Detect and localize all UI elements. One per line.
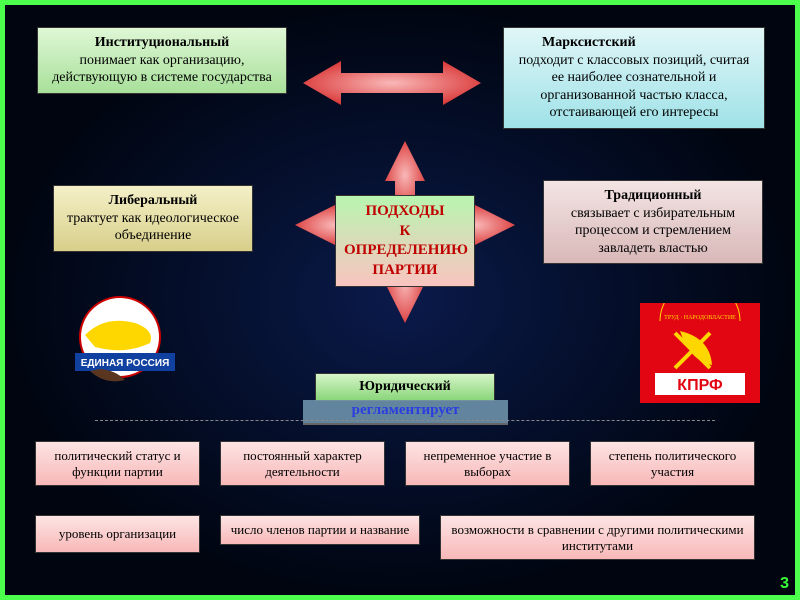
title-traditional: Традиционный xyxy=(552,187,754,205)
svg-text:КПРФ: КПРФ xyxy=(677,377,723,394)
center-l3: ПАРТИИ xyxy=(344,261,466,281)
box-marxist: Марксистский подходит с классовых позици… xyxy=(503,27,765,129)
body-traditional: связывает с избирательным процессом и ст… xyxy=(552,205,754,258)
title-marxist: Марксистский xyxy=(512,34,756,52)
bottom-box-0: политический статус и функции партии xyxy=(35,441,200,486)
box-institutional: Институциональный понимает как организац… xyxy=(37,27,287,94)
bottom-box-3: степень политического участия xyxy=(590,441,755,486)
legal-sub: регламентирует xyxy=(303,400,508,425)
bottom-box-5: число членов партии и название xyxy=(220,515,420,545)
svg-text:ЕДИНАЯ РОССИЯ: ЕДИНАЯ РОССИЯ xyxy=(81,358,170,369)
body-institutional: понимает как организацию, действующую в … xyxy=(46,52,278,87)
bottom-box-1: постоянный характер деятельности xyxy=(220,441,385,486)
body-liberal: трактует как идеологическое объединение xyxy=(62,210,244,245)
logo-kprf: ТРУД · НАРОДОВЛАСТИЕ КПРФ xyxy=(640,303,760,403)
page-number: 3 xyxy=(780,575,789,593)
bottom-box-4: уровень организации xyxy=(35,515,200,553)
bottom-box-6: возможности в сравнении с другими полити… xyxy=(440,515,755,560)
center-l1: ПОДХОДЫ xyxy=(344,202,466,222)
connector-line xyxy=(95,420,715,421)
body-marxist: подходит с классовых позиций, считая ее … xyxy=(512,52,756,122)
title-liberal: Либеральный xyxy=(62,192,244,210)
title-institutional: Институциональный xyxy=(46,34,278,52)
center-box: ПОДХОДЫ К ОПРЕДЕЛЕНИЮ ПАРТИИ xyxy=(335,195,475,287)
box-legal: Юридический xyxy=(315,373,495,401)
logo-united-russia: ЕДИНАЯ РОССИЯ xyxy=(65,295,185,390)
center-l2: К ОПРЕДЕЛЕНИЮ xyxy=(344,222,466,261)
box-liberal: Либеральный трактует как идеологическое … xyxy=(53,185,253,252)
svg-text:ТРУД · НАРОДОВЛАСТИЕ: ТРУД · НАРОДОВЛАСТИЕ xyxy=(664,315,736,321)
box-traditional: Традиционный связывает с избирательным п… xyxy=(543,180,763,264)
bottom-box-2: непременное участие в выборах xyxy=(405,441,570,486)
title-legal: Юридический xyxy=(320,378,490,396)
